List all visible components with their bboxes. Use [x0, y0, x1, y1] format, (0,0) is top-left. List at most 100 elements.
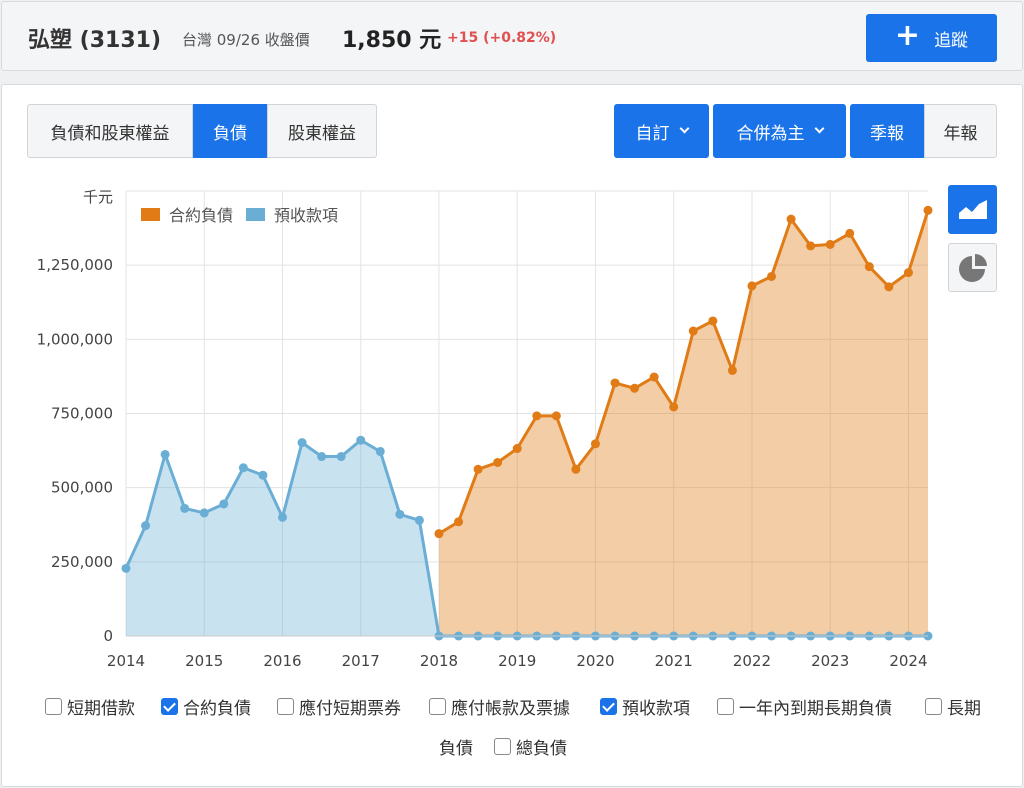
pie-chart-icon — [958, 253, 987, 282]
checkbox[interactable] — [277, 698, 294, 715]
tab-liabilities-and-equity[interactable]: 負債和股東權益 — [27, 104, 193, 158]
quarterly-toggle[interactable]: 季報 — [850, 104, 924, 158]
data-point — [630, 383, 640, 393]
y-tick-label: 750,000 — [51, 405, 113, 423]
tab-liabilities[interactable]: 負債 — [193, 104, 267, 158]
x-tick-label: 2021 — [655, 652, 693, 670]
data-point — [532, 411, 542, 421]
close-price: 1,850 元 — [342, 28, 442, 53]
checkbox[interactable] — [161, 698, 178, 715]
data-point — [551, 411, 561, 421]
data-point — [297, 438, 307, 448]
line-chart-toggle[interactable] — [948, 185, 997, 234]
checkbox-long-term-liabilities[interactable]: 長期 — [925, 694, 981, 719]
y-tick-label: 0 — [103, 627, 113, 645]
data-point — [493, 457, 503, 467]
x-tick-label: 2023 — [811, 652, 849, 670]
custom-dropdown[interactable]: 自訂 — [614, 104, 709, 158]
data-point — [610, 378, 620, 388]
data-point — [180, 503, 190, 513]
data-point — [199, 508, 209, 518]
checkbox-total-liabilities[interactable]: 總負債 — [494, 734, 567, 759]
data-point — [864, 262, 874, 272]
data-point — [317, 452, 327, 462]
checkbox[interactable] — [494, 738, 511, 755]
data-point — [806, 241, 816, 251]
chart-legend[interactable]: 合約負債 預收款項 — [141, 206, 338, 225]
checkbox[interactable] — [45, 698, 62, 715]
data-point — [571, 464, 581, 474]
series-areas — [126, 210, 928, 637]
checkbox-current-long-term-debt[interactable]: 一年內到期長期負債 — [717, 694, 892, 719]
x-tick-label: 2024 — [889, 652, 927, 670]
price-change: +15 (+0.82%) — [447, 30, 557, 46]
data-point — [473, 464, 483, 474]
legend-label: 合約負債 — [169, 206, 233, 225]
data-point — [767, 271, 777, 281]
data-point — [688, 326, 698, 336]
data-point — [786, 214, 796, 224]
x-tick-label: 2014 — [107, 652, 145, 670]
x-tick-label: 2019 — [498, 652, 536, 670]
data-point — [747, 281, 757, 291]
data-point — [903, 268, 913, 278]
data-point — [669, 402, 679, 412]
tab-equity[interactable]: 股東權益 — [267, 104, 377, 158]
checkbox-accounts-payable[interactable]: 應付帳款及票據 — [429, 694, 570, 719]
x-tick-label: 2016 — [263, 652, 301, 670]
series-area — [439, 210, 928, 637]
axes: 0 250,000 500,000 750,000 1,000,000 1,250,000… — [37, 188, 928, 670]
data-point — [454, 517, 464, 527]
x-tick-label: 2017 — [342, 652, 380, 670]
stock-header: 弘塑 (3131) 台灣 09/26 收盤價 1,850 元 +15 (+0.8… — [1, 1, 1023, 71]
checkbox-advance-receipts[interactable]: 預收款項 — [600, 694, 690, 719]
data-point — [356, 435, 366, 445]
legend-swatch — [141, 208, 160, 221]
annual-toggle[interactable]: 年報 — [924, 104, 997, 158]
data-point — [512, 444, 522, 454]
data-point — [121, 563, 131, 573]
chart-panel — [1, 84, 1023, 787]
checkbox[interactable] — [925, 698, 942, 715]
checkbox-short-term-borrowings[interactable]: 短期借款 — [45, 694, 135, 719]
y-tick-label: 250,000 — [51, 553, 113, 571]
data-point — [825, 239, 835, 249]
data-point — [708, 316, 718, 326]
series-area — [126, 440, 928, 636]
data-point — [845, 228, 855, 238]
checkbox[interactable] — [600, 698, 617, 715]
checkbox-short-term-notes[interactable]: 應付短期票券 — [277, 694, 401, 719]
area-chart-icon — [958, 199, 987, 219]
data-point — [414, 515, 424, 525]
data-point — [649, 372, 659, 382]
data-point — [141, 521, 151, 531]
plus-icon: + — [894, 18, 921, 53]
track-label: 追蹤 — [934, 30, 969, 51]
legend-swatch — [246, 208, 265, 221]
data-point — [395, 509, 405, 519]
checkbox-contract-liabilities[interactable]: 合約負債 — [161, 694, 251, 719]
x-tick-label: 2018 — [420, 652, 458, 670]
data-point — [375, 446, 385, 456]
consolidated-dropdown[interactable]: 合併為主 — [713, 104, 846, 158]
data-point — [590, 439, 600, 449]
pie-chart-toggle[interactable] — [948, 243, 997, 292]
y-unit-label: 千元 — [83, 188, 113, 206]
data-point — [434, 529, 444, 539]
y-tick-label: 1,000,000 — [37, 330, 113, 348]
data-point — [258, 470, 268, 480]
x-tick-label: 2022 — [733, 652, 771, 670]
checkbox-long-term-liabilities-wrap: 負債 — [439, 739, 473, 759]
close-price-label: 台灣 09/26 收盤價 — [182, 31, 310, 49]
data-point — [238, 463, 248, 473]
x-tick-label: 2020 — [576, 652, 614, 670]
legend-label: 預收款項 — [274, 206, 338, 225]
checkbox[interactable] — [429, 698, 446, 715]
stock-name: 弘塑 (3131) — [28, 28, 161, 53]
x-tick-label: 2015 — [185, 652, 223, 670]
data-point — [219, 499, 229, 509]
data-point — [277, 512, 287, 522]
track-button[interactable]: + 追蹤 — [866, 14, 997, 62]
checkbox[interactable] — [717, 698, 734, 715]
